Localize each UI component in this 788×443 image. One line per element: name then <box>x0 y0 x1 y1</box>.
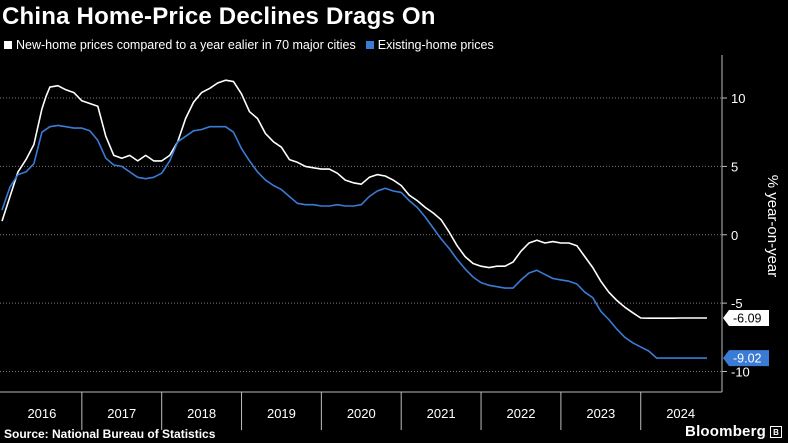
bloomberg-badge-icon: B <box>770 426 782 438</box>
xtick-label-2019: 2019 <box>267 406 296 421</box>
ytick-label-0: 0 <box>731 228 738 243</box>
ytick-label-10: 10 <box>731 91 745 106</box>
legend-label-existing-home: Existing-home prices <box>377 38 494 52</box>
last-value-badge-0 <box>723 310 769 327</box>
xtick-label-2021: 2021 <box>427 406 456 421</box>
last-value-label-0: -6.09 <box>733 312 762 326</box>
series-line-1 <box>1 124 707 359</box>
y-axis-title: % year-on-year <box>764 175 781 278</box>
xtick-label-2020: 2020 <box>347 406 376 421</box>
legend-label-new-home: New-home prices compared to a year ealie… <box>16 38 356 52</box>
source-note: Source: National Bureau of Statistics <box>4 427 216 441</box>
bloomberg-logo: Bloomberg <box>685 423 766 440</box>
xtick-label-2016: 2016 <box>27 406 56 421</box>
last-value-badge-1 <box>723 350 769 367</box>
series-line-0 <box>1 79 707 320</box>
ytick-label--10: -10 <box>731 364 750 379</box>
legend-item-existing-home: Existing-home prices <box>365 38 494 52</box>
xtick-label-2024: 2024 <box>666 406 695 421</box>
legend-item-new-home: New-home prices compared to a year ealie… <box>4 38 356 52</box>
legend: New-home prices compared to a year ealie… <box>4 38 494 52</box>
chart-title: China Home-Price Declines Drags On <box>2 3 436 30</box>
xtick-label-2018: 2018 <box>187 406 216 421</box>
legend-swatch-new-home <box>4 41 12 49</box>
xtick-label-2017: 2017 <box>107 406 136 421</box>
last-value-label-1: -9.02 <box>733 352 762 366</box>
ytick-label--5: -5 <box>731 296 743 311</box>
ytick-label-5: 5 <box>731 159 738 174</box>
legend-swatch-existing-home <box>365 41 374 49</box>
xtick-label-2022: 2022 <box>507 406 536 421</box>
xtick-label-2023: 2023 <box>586 406 615 421</box>
